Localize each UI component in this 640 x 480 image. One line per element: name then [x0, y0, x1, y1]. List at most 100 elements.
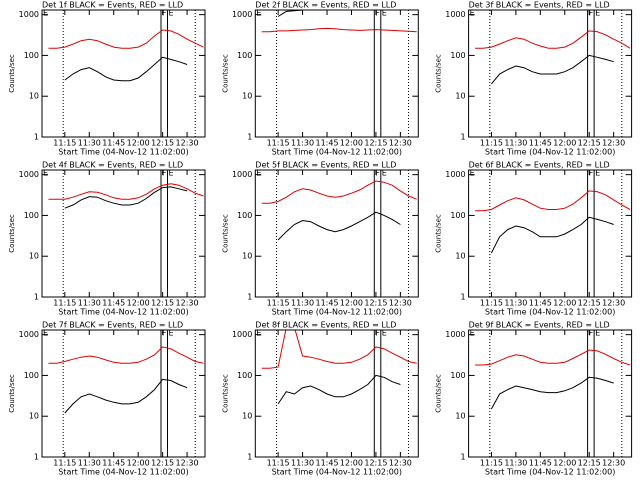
series-line	[261, 180, 417, 204]
x-tick-label: 12:00	[340, 139, 363, 148]
chart-title: Det 3f BLACK = Events, RED = LLD	[469, 1, 610, 10]
y-tick-label: 100	[450, 211, 465, 220]
x-tick-label: 11:45	[529, 459, 552, 468]
chart-title: Det 7f BLACK = Events, RED = LLD	[42, 321, 183, 330]
marker-label: E	[595, 169, 600, 178]
x-tick-label: 12:00	[340, 459, 363, 468]
y-tick-label: 1	[461, 133, 466, 142]
x-tick-label: 12:15	[578, 459, 601, 468]
y-axis-label: Counts/sec	[221, 374, 229, 413]
x-tick-label: 11:15	[53, 299, 76, 308]
marker-label: E	[169, 9, 174, 18]
y-tick-label: 1	[461, 293, 466, 302]
x-tick-label: 11:30	[78, 459, 101, 468]
plot-frame	[254, 169, 419, 298]
x-tick-label: 12:00	[127, 299, 150, 308]
x-tick-label: 11:45	[102, 459, 125, 468]
x-tick-label: 12:30	[602, 299, 625, 308]
y-axis-label: Counts/sec	[435, 214, 443, 253]
x-tick-label: 11:15	[53, 459, 76, 468]
marker-label: E	[595, 329, 600, 338]
x-tick-label: 11:15	[267, 299, 290, 308]
series-line	[48, 183, 204, 200]
x-tick-label: 11:30	[504, 139, 527, 148]
corner-label: E	[256, 329, 261, 338]
x-tick-label: 12:30	[389, 139, 412, 148]
x-tick-label: 12:15	[151, 299, 174, 308]
x-tick-label: 12:00	[127, 139, 150, 148]
series-line	[277, 374, 401, 405]
y-tick-label: 100	[450, 371, 465, 380]
marker-label: E	[382, 169, 387, 178]
plot-frame	[468, 9, 633, 138]
y-axis-label: Counts/sec	[8, 214, 16, 253]
y-axis-label: Counts/sec	[8, 54, 16, 93]
y-tick-label: 100	[24, 211, 39, 220]
y-tick-label: 100	[24, 51, 39, 60]
y-tick-label: 10	[29, 412, 39, 421]
x-tick-label: 11:30	[504, 299, 527, 308]
y-tick-label: 10	[455, 412, 465, 421]
x-axis-label: Start Time (04-Nov-12 11:02:00)	[272, 148, 402, 157]
x-axis-label: Start Time (04-Nov-12 11:02:00)	[485, 308, 615, 317]
y-tick-label: 10	[455, 92, 465, 101]
x-axis-label: Start Time (04-Nov-12 11:02:00)	[58, 308, 188, 317]
y-tick-label: 10	[455, 252, 465, 261]
y-tick-label: 1000	[232, 330, 252, 339]
corner-label: E	[43, 329, 48, 338]
x-tick-label: 12:15	[364, 139, 387, 148]
y-tick-label: 100	[24, 371, 39, 380]
y-tick-label: 100	[237, 211, 252, 220]
series-line	[64, 186, 188, 209]
x-tick-label: 11:45	[102, 139, 125, 148]
y-tick-label: 10	[242, 92, 252, 101]
series-line	[490, 216, 614, 254]
x-tick-label: 11:30	[504, 459, 527, 468]
x-tick-label: 12:15	[151, 459, 174, 468]
y-axis-label: Counts/sec	[221, 54, 229, 93]
y-tick-label: 1000	[445, 330, 465, 339]
x-tick-label: 11:30	[78, 299, 101, 308]
marker-label: E	[382, 9, 387, 18]
marker-label: F	[162, 9, 167, 18]
marker-label: F	[162, 169, 167, 178]
plot-frame	[468, 329, 633, 458]
x-axis-label: Start Time (04-Nov-12 11:02:00)	[485, 148, 615, 157]
y-tick-label: 100	[237, 371, 252, 380]
y-tick-label: 10	[242, 252, 252, 261]
x-tick-label: 12:30	[176, 139, 199, 148]
series-line	[491, 54, 614, 85]
x-tick-label: 11:30	[291, 139, 314, 148]
y-axis-label: Counts/sec	[8, 374, 16, 413]
marker-label: F	[589, 169, 594, 178]
y-tick-label: 1	[461, 453, 466, 462]
marker-label: F	[162, 329, 167, 338]
panel: Det 8f BLACK = Events, RED = LLD Start Ti…	[221, 321, 419, 477]
x-tick-label: 11:15	[480, 139, 503, 148]
x-tick-label: 12:00	[340, 299, 363, 308]
y-tick-label: 100	[450, 51, 465, 60]
y-tick-label: 1	[34, 453, 39, 462]
y-tick-label: 1	[247, 293, 252, 302]
x-axis-label: Start Time (04-Nov-12 11:02:00)	[272, 468, 402, 477]
plot-frame	[41, 9, 206, 138]
x-axis-label: Start Time (04-Nov-12 11:02:00)	[485, 468, 615, 477]
x-tick-label: 11:15	[267, 459, 290, 468]
x-tick-label: 11:45	[102, 299, 125, 308]
chart-title: Det 6f BLACK = Events, RED = LLD	[469, 161, 610, 170]
series-line	[475, 30, 631, 49]
x-tick-label: 12:30	[176, 299, 199, 308]
chart-title: Det 8f BLACK = Events, RED = LLD	[255, 321, 396, 330]
x-tick-label: 12:30	[389, 459, 412, 468]
plot-frame	[41, 329, 206, 458]
y-tick-label: 1000	[19, 330, 39, 339]
plot-frame	[254, 329, 419, 458]
x-tick-label: 12:30	[389, 299, 412, 308]
corner-label: E	[43, 169, 48, 178]
marker-label: F	[375, 169, 380, 178]
x-tick-label: 12:15	[578, 139, 601, 148]
series-line	[261, 27, 417, 33]
series-line	[64, 56, 188, 82]
marker-label: F	[589, 9, 594, 18]
x-tick-label: 12:00	[127, 459, 150, 468]
